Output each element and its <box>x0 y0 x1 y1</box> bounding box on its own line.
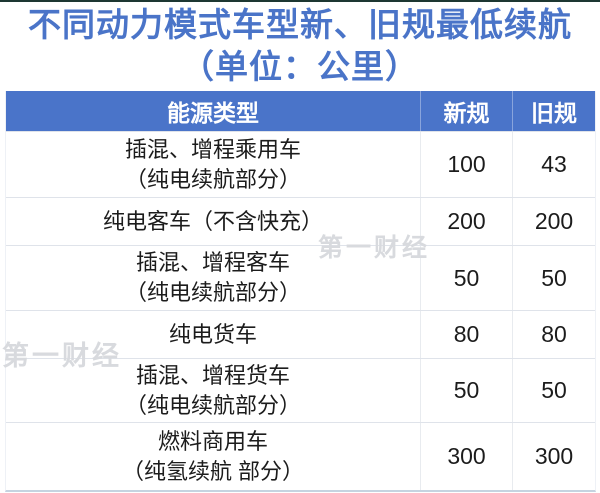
header-energy-type: 能源类型 <box>167 100 259 126</box>
row-old-value: 43 <box>512 132 595 197</box>
row-old-value: 50 <box>512 359 595 422</box>
row-new-value: 300 <box>420 423 512 490</box>
row-name: 插混、增程乘用车 （纯电续航部分） <box>124 136 301 192</box>
row-name: 插混、增程货车 （纯电续航部分） <box>124 362 301 418</box>
table-header-row: 能源类型 新规 旧规 <box>6 91 595 131</box>
row-name: 插混、增程客车 （纯电续航部分） <box>124 250 301 305</box>
row-new-value: 200 <box>420 198 512 245</box>
row-old-value: 300 <box>512 423 595 490</box>
title-line-1: 不同动力模式车型新、旧规最低续航 <box>28 6 572 43</box>
row-new-value: 50 <box>420 359 512 422</box>
row-new-value: 100 <box>420 132 512 197</box>
page-title: 不同动力模式车型新、旧规最低续航 （单位：公里） <box>0 4 600 88</box>
top-edge-strip <box>0 0 600 2</box>
table-row-bev-truck: 纯电货车 80 80 <box>6 310 595 358</box>
row-old-value: 50 <box>512 246 595 310</box>
header-new-rule: 新规 <box>420 91 512 131</box>
row-name: 纯电客车（不含快充） <box>102 208 323 234</box>
row-name: 纯电货车 <box>168 321 257 347</box>
table-row-phev-truck: 插混、增程货车 （纯电续航部分） 50 50 <box>6 358 595 422</box>
row-old-value: 200 <box>512 198 595 245</box>
row-old-value: 80 <box>512 311 595 358</box>
title-line-2-unit: （单位：公里） <box>181 48 419 85</box>
table-row-phev-bus: 插混、增程客车 （纯电续航部分） 50 50 <box>6 245 595 310</box>
row-name: 燃料商用车 （纯氢续航 部分） <box>121 428 305 484</box>
row-new-value: 80 <box>420 311 512 358</box>
table-row-bev-bus: 纯电客车（不含快充） 200 200 <box>6 197 595 245</box>
table-row-phev-passenger: 插混、增程乘用车 （纯电续航部分） 100 43 <box>6 131 595 197</box>
range-table: 能源类型 新规 旧规 插混、增程乘用车 （纯电续航部分） 100 43 纯电客车… <box>5 91 596 492</box>
row-new-value: 50 <box>420 246 512 310</box>
header-old-rule: 旧规 <box>512 91 595 131</box>
table-row-fuel-commercial: 燃料商用车 （纯氢续航 部分） 300 300 <box>6 422 595 490</box>
